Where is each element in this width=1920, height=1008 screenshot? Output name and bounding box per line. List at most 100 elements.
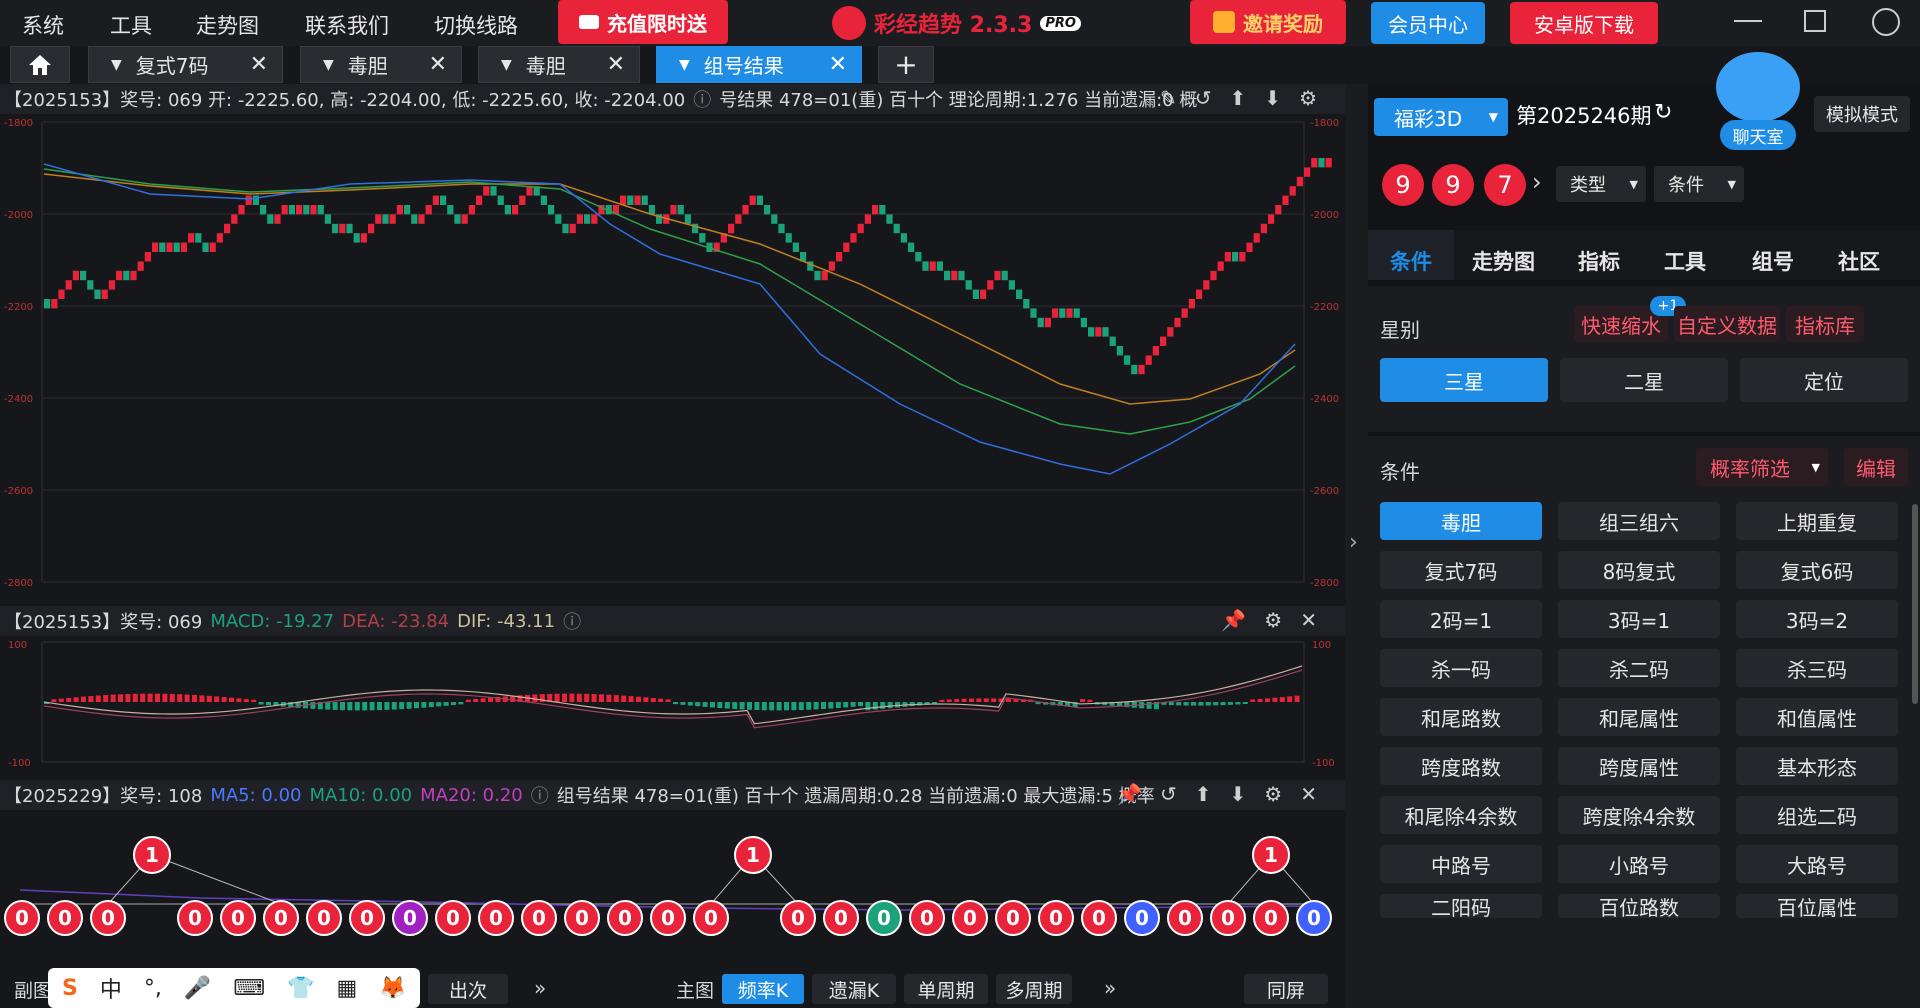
fox-icon[interactable]: 🦊: [379, 975, 407, 1001]
freq-k-button[interactable]: 频率K: [722, 974, 804, 1004]
condition-button[interactable]: 3码=2: [1736, 600, 1898, 638]
add-tab-button[interactable]: +: [878, 46, 934, 83]
scrollbar[interactable]: [1912, 504, 1918, 704]
collapse-arrow-icon[interactable]: ›: [1349, 530, 1358, 555]
condition-button[interactable]: 2码=1: [1380, 600, 1542, 638]
help-icon[interactable]: ⓘ: [693, 90, 712, 111]
macd-chart[interactable]: 100 100 -100 -100: [0, 636, 1345, 776]
member-center-button[interactable]: 会员中心: [1371, 2, 1485, 44]
condition-button[interactable]: 跨度除4余数: [1558, 796, 1720, 834]
restore-icon[interactable]: [1804, 10, 1826, 32]
home-tab[interactable]: [10, 46, 70, 83]
condition-button[interactable]: 组三组六: [1558, 502, 1720, 540]
star-two-button[interactable]: 二星: [1560, 358, 1728, 402]
condition-button[interactable]: 杀三码: [1736, 649, 1898, 687]
menu-switch-line[interactable]: 切换线路: [434, 14, 518, 38]
quick-shrink-button[interactable]: 快速缩水: [1574, 306, 1668, 342]
android-download-button[interactable]: 安卓版下载: [1510, 2, 1658, 44]
nav-tab-conditions[interactable]: 条件: [1390, 250, 1432, 274]
tab-group-result[interactable]: ▼ 组号结果 ✕: [656, 46, 862, 83]
keyboard-icon[interactable]: ⌨: [233, 975, 266, 1001]
menu-system[interactable]: 系统: [22, 14, 64, 38]
condition-button[interactable]: 毒胆: [1380, 502, 1542, 540]
recharge-button[interactable]: 充值限时送: [558, 0, 728, 44]
refresh-icon[interactable]: ↻: [1654, 100, 1673, 125]
tab-fushi7[interactable]: ▼ 复式7码 ✕: [88, 46, 283, 83]
out-button[interactable]: 出次: [428, 974, 508, 1004]
close-icon[interactable]: ✕: [1300, 782, 1317, 806]
skin-icon[interactable]: 👕: [287, 975, 315, 1001]
nav-tab-group[interactable]: 组号: [1752, 250, 1794, 274]
condition-button[interactable]: 和尾属性: [1558, 698, 1720, 736]
custom-data-button[interactable]: 自定义数据: [1674, 306, 1780, 342]
help-icon[interactable]: ⓘ: [530, 786, 549, 807]
ime-punct[interactable]: °,: [143, 975, 162, 1001]
multi-period-button[interactable]: 多周期: [996, 974, 1072, 1004]
ime-chinese[interactable]: 中: [99, 978, 122, 1003]
pin-icon[interactable]: 📌: [1221, 608, 1247, 632]
condition-button[interactable]: 复式7码: [1380, 551, 1542, 589]
up-icon[interactable]: ⬆: [1194, 782, 1212, 806]
menu-trend[interactable]: 走势图: [196, 14, 259, 38]
tab-dudan-2[interactable]: ▼ 毒胆 ✕: [478, 46, 640, 83]
chevron-right-icon[interactable]: ›: [1532, 168, 1542, 196]
nav-tab-indicator[interactable]: 指标: [1578, 250, 1620, 274]
tab-dudan[interactable]: ▼ 毒胆 ✕: [300, 46, 462, 83]
undo-icon[interactable]: ↺: [1160, 782, 1177, 806]
star-position-button[interactable]: 定位: [1740, 358, 1908, 402]
invite-button[interactable]: 邀请奖励: [1190, 0, 1346, 44]
close-icon[interactable]: ✕: [428, 52, 447, 77]
condition-button[interactable]: 3码=1: [1558, 600, 1720, 638]
edit-icon[interactable]: ✎: [1160, 86, 1177, 110]
condition-button[interactable]: 二阳码: [1380, 894, 1542, 918]
condition-button[interactable]: 基本形态: [1736, 747, 1898, 785]
up-icon[interactable]: ⬆: [1229, 86, 1247, 110]
edit-button[interactable]: 编辑: [1844, 448, 1908, 486]
lottery-select[interactable]: 福彩3D ▼: [1374, 98, 1508, 136]
help-icon[interactable]: ⓘ: [563, 612, 582, 633]
settings-icon[interactable]: ⚙: [1264, 608, 1283, 632]
condition-button[interactable]: 百位路数: [1558, 894, 1720, 918]
close-icon[interactable]: ✕: [1300, 608, 1317, 632]
condition-button[interactable]: 杀二码: [1558, 649, 1720, 687]
condition-button[interactable]: 杀一码: [1380, 649, 1542, 687]
splitter[interactable]: ›: [1345, 84, 1368, 1008]
minimize-icon[interactable]: [1734, 20, 1762, 22]
more-icon[interactable]: »: [534, 976, 547, 1000]
power-icon[interactable]: [1872, 8, 1900, 36]
grid-icon[interactable]: ▦: [336, 975, 358, 1001]
settings-icon[interactable]: ⚙: [1299, 86, 1317, 110]
kline-chart[interactable]: -1800 -1800 -2000 -2000 -2200 -2200 -2400 -2400…: [0, 114, 1345, 606]
miss-k-button[interactable]: 遗漏K: [812, 974, 896, 1004]
condition-button[interactable]: 大路号: [1736, 845, 1898, 883]
single-period-button[interactable]: 单周期: [904, 974, 988, 1004]
probability-filter-select[interactable]: 概率筛选 ▼: [1696, 448, 1828, 486]
condition-button[interactable]: 上期重复: [1736, 502, 1898, 540]
nav-tab-tools[interactable]: 工具: [1664, 250, 1706, 274]
down-icon[interactable]: ⬇: [1229, 782, 1247, 806]
nav-tab-community[interactable]: 社区: [1838, 250, 1880, 274]
condition-button[interactable]: 和尾路数: [1380, 698, 1542, 736]
down-icon[interactable]: ⬇: [1264, 86, 1282, 110]
mic-icon[interactable]: 🎤: [183, 975, 212, 1001]
undo-icon[interactable]: ↺: [1194, 86, 1212, 110]
menu-contact[interactable]: 联系我们: [305, 14, 389, 38]
more-icon-2[interactable]: »: [1104, 976, 1117, 1000]
indicator-lib-button[interactable]: 指标库: [1786, 306, 1864, 342]
close-icon[interactable]: ✕: [606, 52, 625, 77]
same-screen-button[interactable]: 同屏: [1244, 974, 1328, 1004]
condition-button[interactable]: 复式6码: [1736, 551, 1898, 589]
pin-icon[interactable]: 📌: [1117, 782, 1142, 806]
sogou-icon[interactable]: S: [62, 975, 78, 1001]
condition-button[interactable]: 百位属性: [1736, 894, 1898, 918]
condition-button[interactable]: 8码复式: [1558, 551, 1720, 589]
condition-button[interactable]: 中路号: [1380, 845, 1542, 883]
settings-icon[interactable]: ⚙: [1264, 782, 1283, 806]
chat-room-button[interactable]: 聊天室: [1720, 120, 1796, 150]
condition-select[interactable]: 条件 ▼: [1654, 166, 1744, 202]
condition-button[interactable]: 小路号: [1558, 845, 1720, 883]
type-select[interactable]: 类型 ▼: [1556, 166, 1646, 202]
condition-button[interactable]: 跨度属性: [1558, 747, 1720, 785]
simulate-mode-button[interactable]: 模拟模式: [1814, 96, 1910, 132]
close-icon[interactable]: ✕: [828, 52, 847, 77]
